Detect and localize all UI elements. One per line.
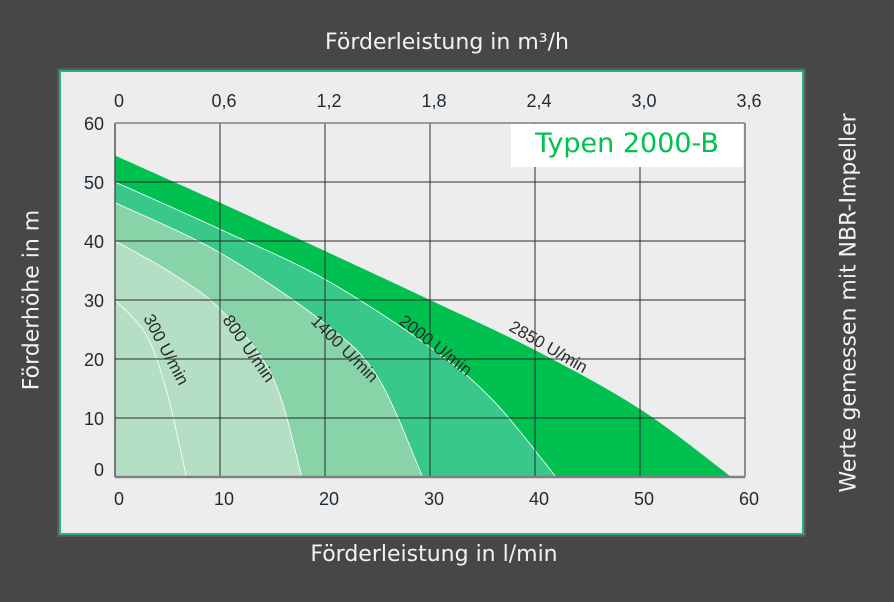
chart-frame-accent [59, 70, 804, 535]
x2-tick-label: 3,0 [631, 91, 656, 111]
x-tick-label: 50 [634, 489, 654, 509]
curve-area-300 [114, 298, 187, 478]
x2-tick-label: 0 [114, 91, 124, 111]
x2-tick-label: 3,6 [736, 91, 761, 111]
y-tick-label: 10 [84, 409, 104, 429]
legend-box: Typen 2000-B [511, 124, 743, 167]
y-tick-label: 50 [84, 173, 104, 193]
y-tick-label: 0 [94, 460, 104, 480]
x-tick-label: 30 [424, 489, 444, 509]
bottom-axis-title: Förderleistung in l/min [310, 542, 558, 567]
legend-title: Typen 2000-B [535, 128, 719, 159]
x2-tick-label: 1,2 [316, 91, 341, 111]
x2-tick-label: 0,6 [211, 91, 236, 111]
x-tick-label: 10 [214, 489, 234, 509]
y-tick-label: 60 [84, 114, 104, 134]
top-axis-title: Förderleistung in m³/h [325, 30, 569, 55]
y-tick-label: 40 [84, 232, 104, 252]
x-tick-label: 0 [114, 489, 124, 509]
y-tick-label: 30 [84, 291, 104, 311]
x-tick-label: 20 [319, 489, 339, 509]
x2-tick-label: 1,8 [421, 91, 446, 111]
x2-tick-label: 2,4 [526, 91, 551, 111]
x-tick-label: 60 [739, 489, 759, 509]
y-tick-label: 20 [84, 350, 104, 370]
x-tick-label: 40 [529, 489, 549, 509]
